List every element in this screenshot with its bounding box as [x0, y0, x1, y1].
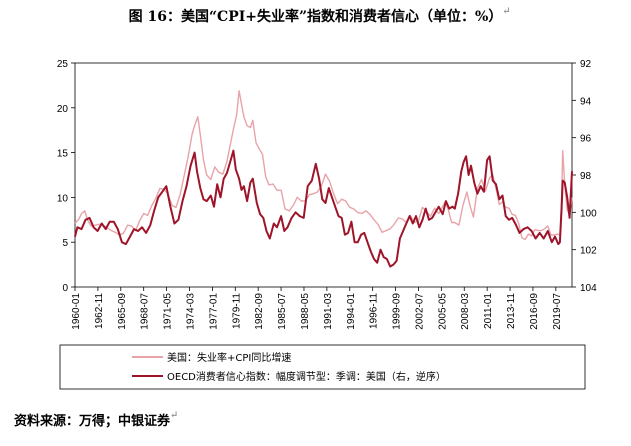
x-tick-label: 1974-03 — [185, 293, 196, 330]
x-tick-label: 2008-03 — [460, 293, 471, 330]
x-tick-label: 1985-07 — [277, 293, 288, 330]
x-tick-label: 1999-09 — [392, 293, 403, 330]
x-tick-label: 2005-05 — [437, 293, 448, 330]
x-tick-label: 2011-01 — [483, 293, 494, 329]
paragraph-mark-icon: ↵ — [170, 410, 179, 421]
legend-label-consumer-confidence: OECD消费者信心指数：幅度调节型：季调：美国（右，逆序） — [167, 370, 446, 383]
x-tick-label: 2013-11 — [506, 293, 517, 329]
x-tick-label: 2019-07 — [552, 293, 563, 330]
y-left-tick-label: 15 — [57, 149, 69, 160]
chart-title: 图 16：美国“CPI+失业率”指数和消费者信心（单位：%） ↵ — [128, 6, 511, 25]
y-left-tick-label: 0 — [62, 283, 68, 294]
x-tick-label: 1971-05 — [163, 293, 174, 330]
paragraph-mark-icon: ↵ — [502, 6, 511, 17]
x-tick-label: 1994-01 — [346, 293, 357, 330]
x-axis: 1960-01 1962-11 1965-09 1968-07 1971-05 1974-… — [71, 287, 563, 330]
x-tick-label: 1960-01 — [71, 293, 82, 330]
y-right-tick-label: 98 — [580, 171, 592, 182]
y-right-tick-label: 100 — [580, 208, 597, 219]
y-right-tick-label: 104 — [580, 283, 597, 294]
plot-area — [74, 62, 573, 288]
y-left-tick-label: 20 — [57, 104, 69, 115]
x-tick-label: 1988-05 — [300, 293, 311, 330]
x-tick-label: 1982-09 — [254, 293, 265, 330]
y-left-tick-label: 25 — [57, 59, 69, 70]
source-note: 资料来源：万得；中银证券 ↵ — [14, 410, 179, 429]
x-tick-label: 2016-09 — [529, 293, 540, 330]
y-left-tick-label: 5 — [62, 238, 68, 249]
y-right-tick-label: 94 — [580, 96, 592, 107]
y-left-axis: 0 5 10 15 20 25 — [57, 59, 75, 294]
x-tick-label: 1977-01 — [208, 293, 219, 330]
x-tick-label: 1965-09 — [117, 293, 128, 330]
y-left-tick-label: 10 — [57, 193, 69, 204]
y-right-tick-label: 102 — [580, 246, 597, 257]
x-tick-label: 2002-07 — [414, 293, 425, 330]
series-line-consumer-confidence — [74, 149, 573, 268]
y-right-tick-label: 96 — [580, 134, 592, 145]
legend-label-unemployment-cpi: 美国：失业率+CPI同比增速 — [167, 351, 291, 364]
x-tick-label: 1996-11 — [369, 293, 380, 329]
legend-box — [59, 344, 586, 390]
x-tick-label: 1962-11 — [94, 293, 105, 329]
x-tick-label: 1968-07 — [140, 293, 151, 330]
series-lines — [74, 90, 573, 268]
x-tick-label: 1991-03 — [323, 293, 334, 330]
y-right-tick-label: 92 — [580, 59, 592, 70]
x-tick-label: 1979-11 — [231, 293, 242, 329]
y-right-axis: 92 94 96 98 100 102 104 — [572, 59, 597, 294]
